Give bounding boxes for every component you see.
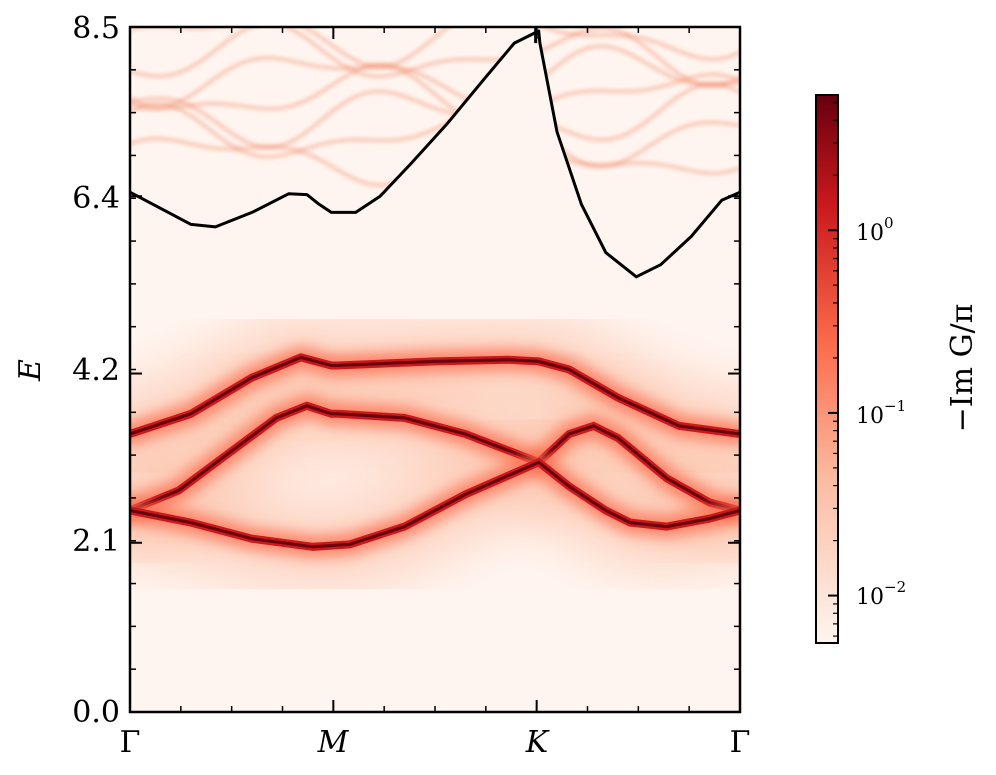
x-tick-label-gamma: Γ (120, 725, 141, 760)
x-tick-label-m: M (317, 725, 350, 760)
spectral-function-heatmap (130, 27, 740, 592)
boundary-curve-layer (130, 27, 740, 279)
boundary-curve (130, 29, 740, 279)
y-tick-label: 2.1 (72, 524, 120, 559)
colorbar-tick-label: 10−2 (856, 578, 906, 610)
x-tick-label-gamma: Γ (730, 725, 751, 760)
upper-continuum-band (130, 44, 740, 109)
y-tick-label: 0.0 (72, 695, 120, 730)
y-tick-label: 6.4 (72, 181, 120, 216)
band-core (130, 460, 740, 549)
band-core (130, 355, 740, 436)
band-core (130, 404, 740, 512)
y-tick-label: 8.5 (72, 11, 120, 46)
axis-ticks (129, 26, 741, 713)
upper-continuum-band (130, 63, 740, 125)
x-tick-label-k: K (525, 725, 550, 760)
upper-continuum-band (130, 82, 740, 149)
y-tick-label: 4.2 (72, 353, 120, 388)
x-tick-labels: Γ M K Γ (120, 725, 751, 760)
colorbar-tick-label: 100 (856, 214, 894, 246)
colorbar-tick-labels: 100 10−1 10−2 (856, 214, 906, 610)
upper-continuum-band (130, 102, 740, 169)
y-tick-labels: 0.0 2.1 4.2 6.4 8.5 (72, 11, 120, 730)
upper-continuum-band (130, 27, 740, 88)
colorbar (815, 94, 839, 644)
colorbar-tick-label: 10−1 (856, 397, 906, 429)
y-axis-label: E (13, 359, 48, 382)
upper-continuum-band (130, 27, 740, 69)
colorbar-ticks (828, 101, 838, 637)
gap-region (130, 31, 740, 310)
colorbar-label: −Im G/π (945, 304, 980, 433)
